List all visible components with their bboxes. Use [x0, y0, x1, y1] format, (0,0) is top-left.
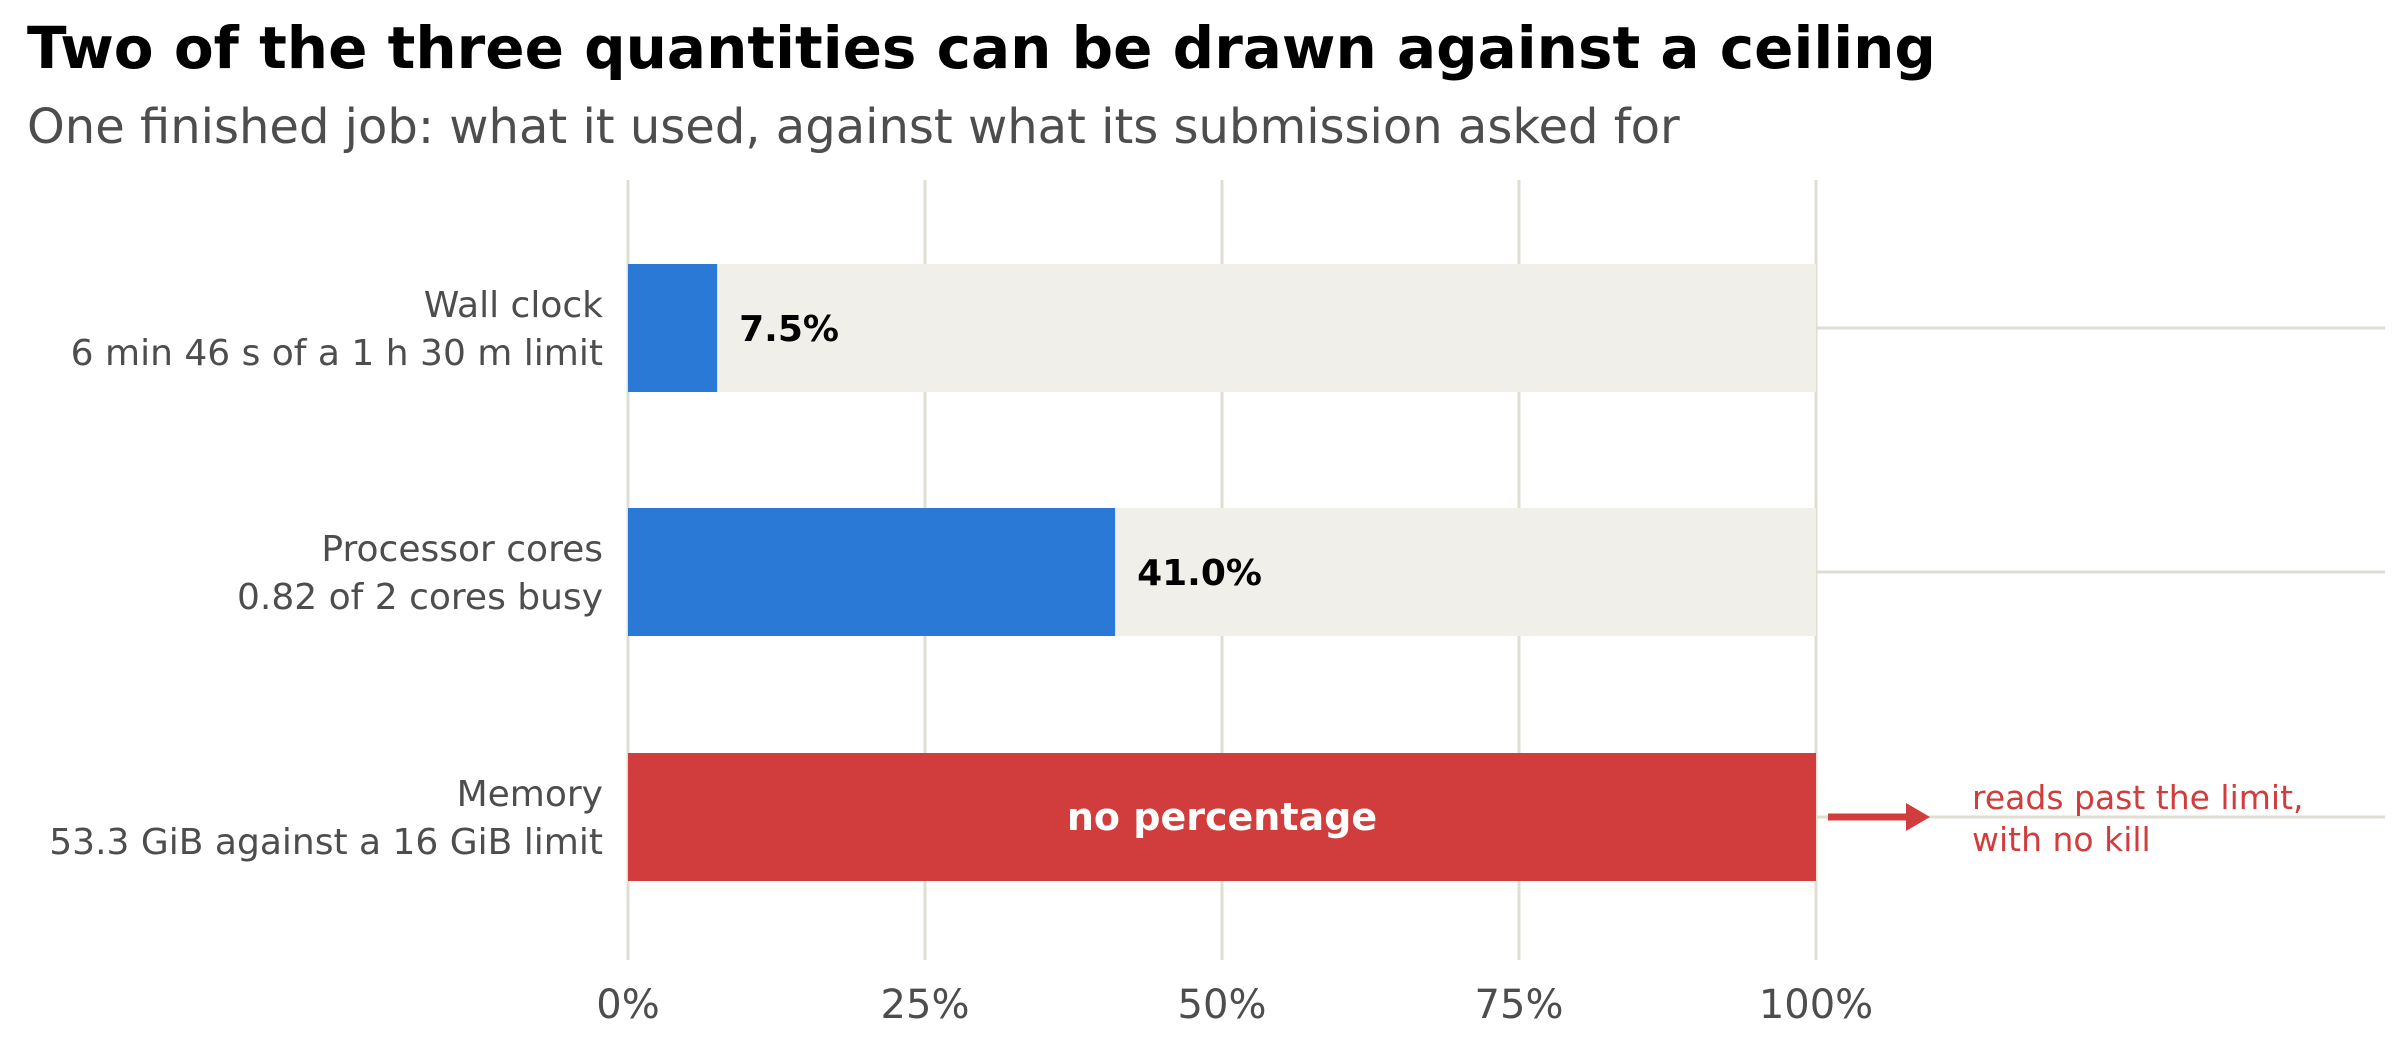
- bar-value-label: no percentage: [1067, 795, 1377, 839]
- category-detail: 0.82 of 2 cores busy: [237, 577, 603, 618]
- overflow-annotation: reads past the limit,: [1972, 778, 2304, 817]
- overflow-arrowhead: [1906, 803, 1930, 831]
- bar-value-label: 41.0%: [1137, 553, 1262, 594]
- x-axis-ticks: 0% 25% 50% 75% 100%: [596, 982, 1873, 1028]
- category-label: Wall clock: [424, 285, 603, 326]
- plot-area: Wall clock 6 min 46 s of a 1 h 30 m limit…: [49, 180, 2385, 1028]
- bar: [628, 753, 1816, 881]
- bar-row: Processor cores 0.82 of 2 cores busy 41.0%: [237, 508, 2385, 636]
- x-tick-label: 75%: [1475, 982, 1564, 1028]
- chart-subtitle: One finished job: what it used, against …: [27, 99, 1680, 155]
- category-detail: 53.3 GiB against a 16 GiB limit: [49, 822, 603, 863]
- bar-row: Wall clock 6 min 46 s of a 1 h 30 m limit…: [71, 264, 2385, 392]
- x-tick-label: 0%: [596, 982, 659, 1028]
- bar: [628, 264, 718, 392]
- chart-title: Two of the three quantities can be drawn…: [27, 14, 1936, 82]
- category-detail: 6 min 46 s of a 1 h 30 m limit: [71, 333, 603, 374]
- overflow-annotation: with no kill: [1972, 820, 2151, 859]
- x-tick-label: 100%: [1759, 982, 1873, 1028]
- category-label: Memory: [457, 774, 603, 815]
- x-tick-label: 25%: [881, 982, 970, 1028]
- limit-track: [628, 264, 1816, 392]
- bar: [628, 508, 1116, 636]
- category-label: Processor cores: [321, 529, 603, 570]
- bar-row: Memory 53.3 GiB against a 16 GiB limit no …: [49, 753, 2385, 881]
- bar-value-label: 7.5%: [739, 309, 839, 350]
- x-tick-label: 50%: [1178, 982, 1267, 1028]
